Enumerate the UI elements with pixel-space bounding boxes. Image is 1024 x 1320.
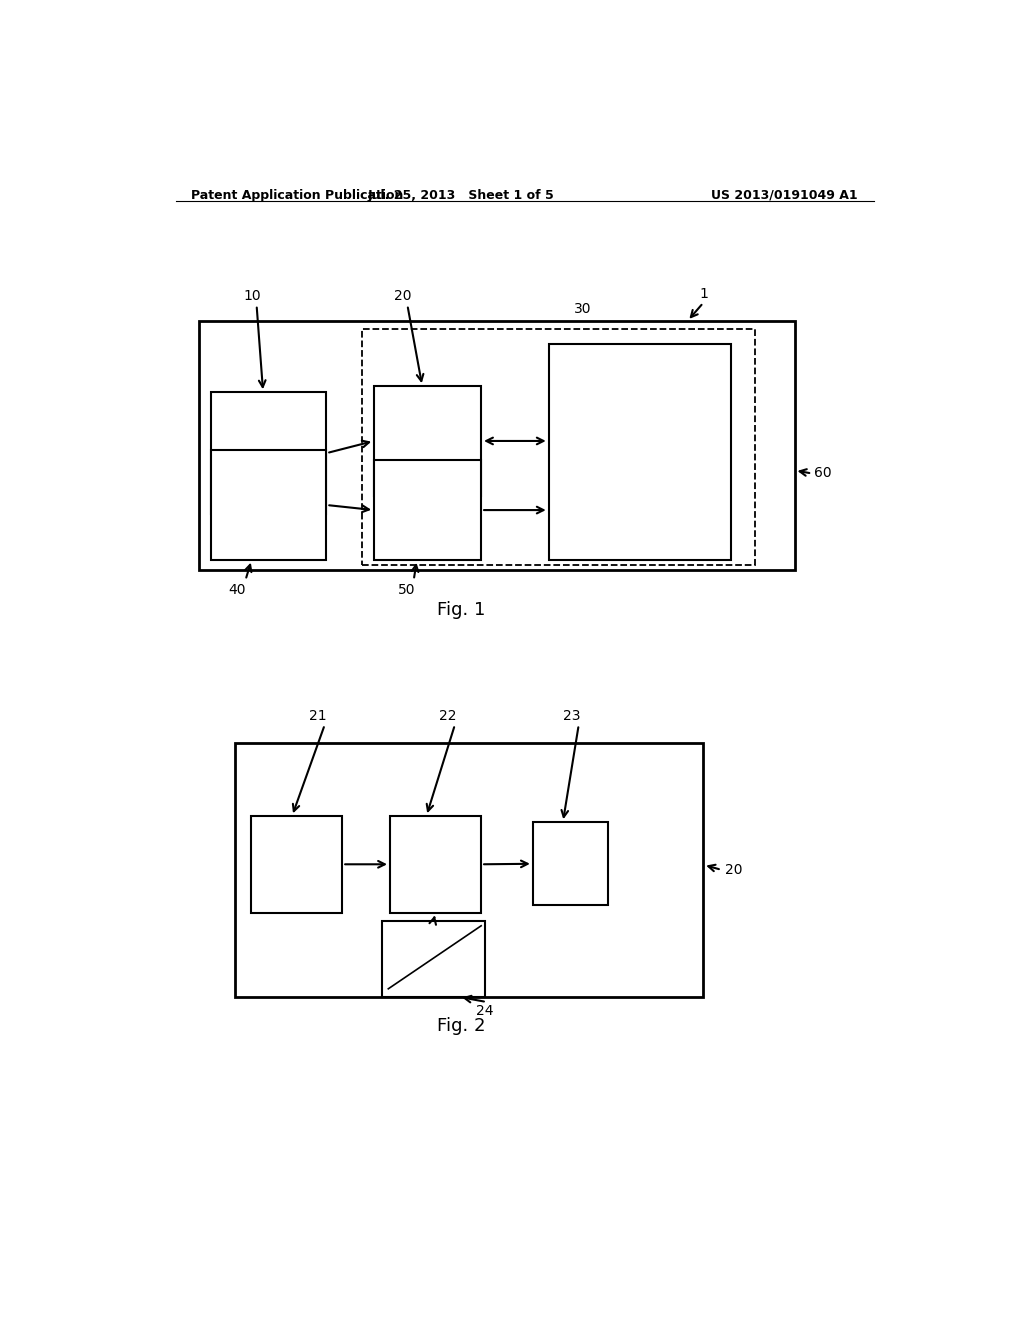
Text: US 2013/0191049 A1: US 2013/0191049 A1 xyxy=(712,189,858,202)
Text: Fig. 1: Fig. 1 xyxy=(437,601,485,619)
Bar xyxy=(211,450,327,560)
Text: 1: 1 xyxy=(699,286,709,301)
Text: 21: 21 xyxy=(309,709,327,722)
Text: 30: 30 xyxy=(574,302,592,315)
Bar xyxy=(390,816,481,912)
Text: 22: 22 xyxy=(439,709,457,722)
Text: 20: 20 xyxy=(394,289,412,302)
Text: 60: 60 xyxy=(814,466,833,480)
Bar xyxy=(382,921,485,997)
Bar xyxy=(374,461,481,560)
Text: Fig. 2: Fig. 2 xyxy=(437,1018,485,1035)
Bar xyxy=(236,743,703,997)
Bar xyxy=(532,822,608,906)
Bar xyxy=(211,392,327,515)
Text: 40: 40 xyxy=(228,583,247,597)
Bar xyxy=(251,816,342,912)
Bar xyxy=(374,385,481,496)
Text: Jul. 25, 2013   Sheet 1 of 5: Jul. 25, 2013 Sheet 1 of 5 xyxy=(368,189,555,202)
Text: 10: 10 xyxy=(243,289,261,302)
Bar xyxy=(362,329,755,565)
Bar xyxy=(200,321,795,570)
Bar xyxy=(549,345,731,560)
Text: 20: 20 xyxy=(725,863,742,876)
Text: 24: 24 xyxy=(475,1005,494,1018)
Text: Patent Application Publication: Patent Application Publication xyxy=(191,189,403,202)
Text: 23: 23 xyxy=(563,709,581,722)
Text: 50: 50 xyxy=(397,583,416,597)
